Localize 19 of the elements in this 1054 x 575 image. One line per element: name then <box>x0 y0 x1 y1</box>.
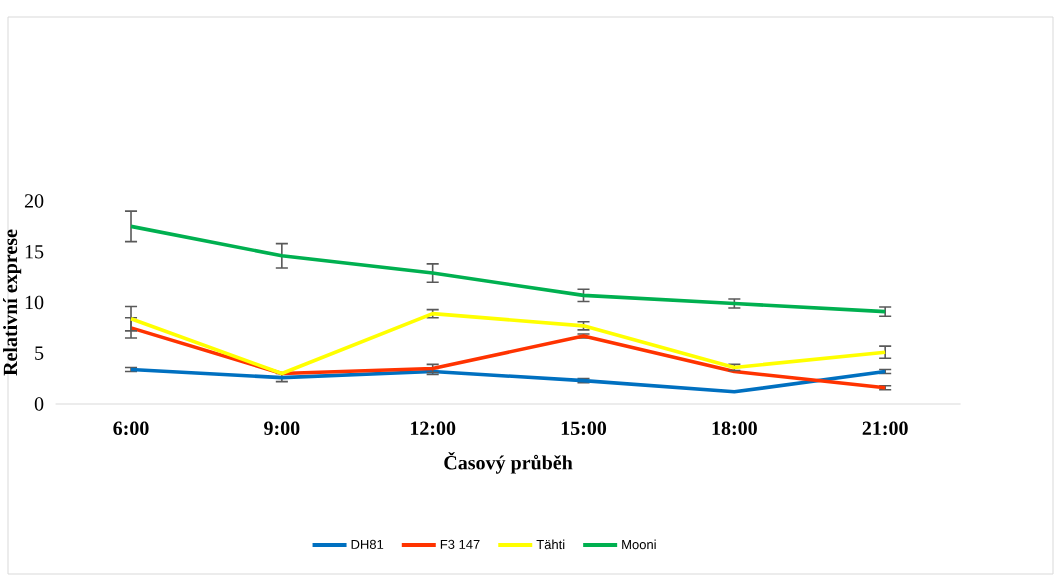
x-tick-label: 12:00 <box>410 421 456 436</box>
x-tick-label: 18:00 <box>712 421 757 436</box>
y-axis-title: Relativní exprese <box>3 229 22 376</box>
legend-label: F3 147 <box>440 539 480 549</box>
line-series <box>129 326 887 390</box>
x-tick-label: 15:00 <box>561 421 607 436</box>
x-tick-label: 6:00 <box>113 421 149 436</box>
y-tick-label: 0 <box>34 397 44 411</box>
y-tick-label: 10 <box>25 295 44 310</box>
legend-label: Mooni <box>622 539 656 550</box>
x-tick-label: 9:00 <box>264 421 300 436</box>
y-tick-label: 20 <box>24 194 44 208</box>
x-axis-title: Časový průběh <box>444 451 573 474</box>
line-series <box>129 367 887 394</box>
y-tick-label: 15 <box>25 245 44 259</box>
y-tick-label: 5 <box>35 346 44 360</box>
x-tick-label: 21:00 <box>862 421 908 436</box>
legend-label: DH81 <box>351 539 384 549</box>
legend-label: Tähti <box>536 539 565 550</box>
